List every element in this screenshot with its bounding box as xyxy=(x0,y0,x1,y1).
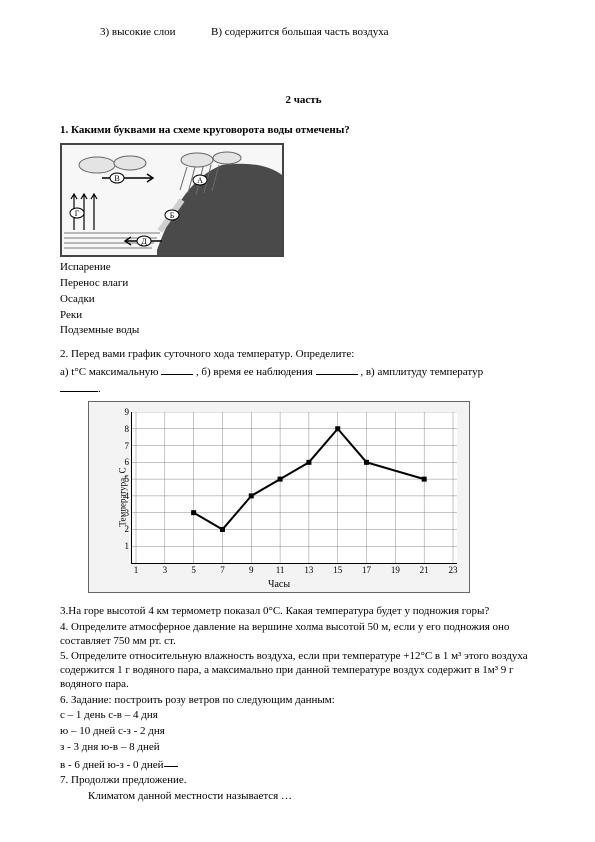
water-cycle-diagram: А Б В Г Д xyxy=(60,143,284,257)
blank-b[interactable] xyxy=(316,364,358,375)
ytick: 9 xyxy=(125,407,133,417)
q5-text: 5. Определите относительную влажность во… xyxy=(60,650,547,691)
xtick: 5 xyxy=(191,563,196,575)
q1-answer-4: Подземные воды xyxy=(60,324,547,338)
label-d: Д xyxy=(137,236,151,246)
svg-text:Г: Г xyxy=(75,209,80,218)
page: 3) высокие слои В) содержится большая ча… xyxy=(0,0,595,830)
part-title: 2 часть xyxy=(60,94,547,108)
chart-plot-area: 1234567891357911131517192123 xyxy=(131,412,457,564)
ytick: 3 xyxy=(125,508,133,518)
q6-row-0: с – 1 день с-в – 4 дня xyxy=(60,709,547,723)
q2-dot: . xyxy=(98,383,101,395)
xtick: 1 xyxy=(134,563,139,575)
q2-fill-line: а) t°С максимальную , б) время ее наблюд… xyxy=(60,364,547,380)
xtick: 19 xyxy=(391,563,400,575)
q3-text: 3.На горе высотой 4 км термометр показал… xyxy=(60,605,547,619)
q6-title: 6. Задание: построить розу ветров по сле… xyxy=(60,694,547,708)
xtick: 9 xyxy=(249,563,254,575)
xtick: 11 xyxy=(276,563,285,575)
label-g: Г xyxy=(70,208,84,218)
blank-c[interactable] xyxy=(60,381,98,392)
ytick: 7 xyxy=(125,441,133,451)
ytick: 5 xyxy=(125,474,133,484)
blank-a[interactable] xyxy=(161,364,193,375)
chart-xlabel: Часы xyxy=(268,579,290,590)
q7-line: Климатом данной местности называется … xyxy=(60,790,547,804)
q6-row-3: в - 6 дней ю-з - 0 дней xyxy=(60,757,547,773)
q4-text: 4. Определите атмосферное давление на ве… xyxy=(60,621,547,649)
top-row-left: 3) высокие слои xyxy=(100,26,176,38)
q2-c: , в) амплитуду температур xyxy=(358,366,483,378)
xtick: 3 xyxy=(163,563,168,575)
ytick: 6 xyxy=(125,457,133,467)
q2-a: а) t°С максимальную xyxy=(60,366,161,378)
xtick: 21 xyxy=(420,563,429,575)
svg-text:Д: Д xyxy=(141,237,147,246)
q6-row-2: з - 3 дня ю-в – 8 дней xyxy=(60,741,547,755)
label-v: В xyxy=(110,173,124,183)
ytick: 2 xyxy=(125,524,133,534)
q1-answer-1: Перенос влаги xyxy=(60,277,547,291)
top-row-right: В) содержится большая часть воздуха xyxy=(211,26,389,38)
ytick: 8 xyxy=(125,424,133,434)
q1-answer-0: Испарение xyxy=(60,261,547,275)
xtick: 17 xyxy=(362,563,371,575)
q1-prompt: 1. Какими буквами на схеме круговорота в… xyxy=(60,124,547,138)
q7-title: 7. Продолжи предложение. xyxy=(60,774,547,788)
water-cycle-svg: А Б В Г Д xyxy=(62,145,282,255)
q6-row-1: ю – 10 дней с-з - 2 дня xyxy=(60,725,547,739)
svg-text:Б: Б xyxy=(170,211,175,220)
label-a: А xyxy=(193,175,207,185)
ytick: 4 xyxy=(125,491,133,501)
q1-answer-2: Осадки xyxy=(60,293,547,307)
q1-answer-3: Реки xyxy=(60,309,547,323)
ytick: 1 xyxy=(125,541,133,551)
blank-q6[interactable] xyxy=(164,757,178,768)
xtick: 13 xyxy=(304,563,313,575)
xtick: 15 xyxy=(333,563,342,575)
top-row: 3) высокие слои В) содержится большая ча… xyxy=(100,26,547,40)
svg-text:В: В xyxy=(114,174,119,183)
temperature-chart: Температура, С 1234567891357911131517192… xyxy=(88,401,470,593)
q6-row-3-text: в - 6 дней ю-з - 0 дней xyxy=(60,758,164,770)
xtick: 23 xyxy=(449,563,458,575)
xtick: 7 xyxy=(220,563,225,575)
q2-b: , б) время ее наблюдения xyxy=(193,366,315,378)
svg-text:А: А xyxy=(197,176,203,185)
q2-prompt: 2. Перед вами график суточного хода темп… xyxy=(60,348,547,362)
label-b: Б xyxy=(165,210,179,220)
clouds-left xyxy=(79,156,146,173)
q2-trailing: . xyxy=(60,381,547,397)
